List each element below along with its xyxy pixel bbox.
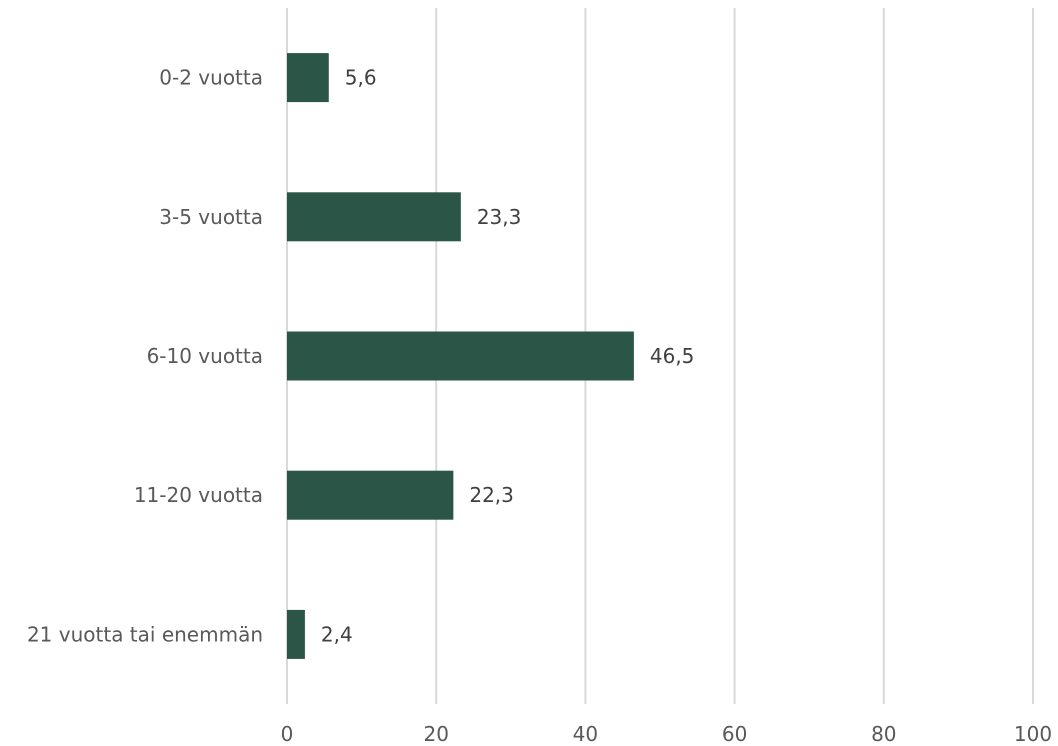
data-label: 5,6	[345, 66, 377, 90]
x-tick-label: 0	[281, 722, 294, 746]
bar	[287, 331, 634, 381]
category-label: 11-20 vuotta	[134, 483, 263, 507]
bar	[287, 192, 461, 242]
category-label: 6-10 vuotta	[147, 344, 263, 368]
x-tick-label: 20	[423, 722, 448, 746]
bar	[287, 470, 454, 520]
category-label: 3-5 vuotta	[159, 205, 263, 229]
data-label: 46,5	[650, 344, 695, 368]
x-tick-label: 100	[1014, 722, 1052, 746]
x-tick-label: 40	[573, 722, 598, 746]
category-label: 0-2 vuotta	[159, 66, 263, 90]
data-label: 23,3	[477, 205, 522, 229]
bar	[287, 53, 329, 103]
x-tick-label: 80	[871, 722, 896, 746]
data-label: 2,4	[321, 622, 353, 646]
x-tick-label: 60	[722, 722, 747, 746]
bar	[287, 609, 305, 659]
category-label: 21 vuotta tai enemmän	[27, 622, 263, 646]
data-label: 22,3	[469, 483, 514, 507]
